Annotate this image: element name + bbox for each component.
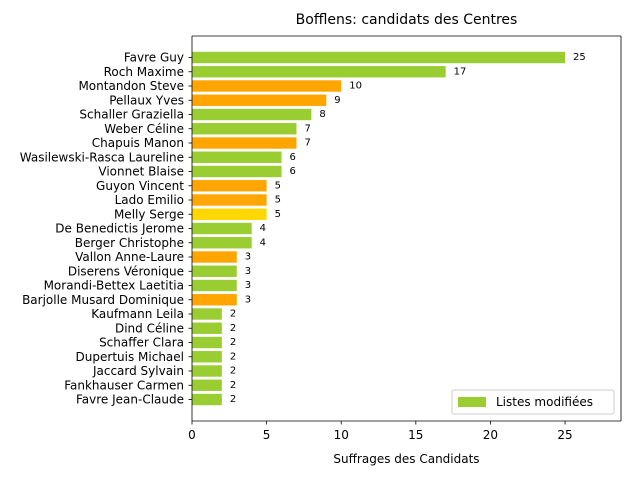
category-label: Wasilewski-Rasca Laureline xyxy=(20,150,184,164)
value-label: 6 xyxy=(290,152,296,163)
bar xyxy=(192,208,267,220)
legend-label: Listes modifiées xyxy=(496,395,593,409)
legend-box xyxy=(451,389,615,415)
bar xyxy=(192,379,222,391)
category-label: Schaller Graziella xyxy=(79,108,184,122)
bar xyxy=(192,66,446,78)
x-tick-label: 15 xyxy=(408,428,423,442)
value-label: 7 xyxy=(304,138,310,149)
category-label: De Benedictis Jerome xyxy=(55,222,184,236)
value-label: 2 xyxy=(230,380,236,391)
value-label: 3 xyxy=(245,280,251,291)
category-label: Vionnet Blaise xyxy=(98,165,184,179)
category-label: Dupertuis Michael xyxy=(76,350,184,364)
bar xyxy=(192,108,312,121)
category-label: Barjolle Musard Dominique xyxy=(22,293,184,307)
bar xyxy=(192,336,222,349)
category-label: Fankhauser Carmen xyxy=(64,378,184,392)
x-axis-label: Suffrages des Candidats xyxy=(333,452,479,466)
bar xyxy=(192,51,566,64)
bar xyxy=(192,94,327,106)
value-label: 6 xyxy=(290,166,296,177)
bar xyxy=(192,180,267,192)
category-label: Weber Céline xyxy=(104,122,184,136)
legend-swatch xyxy=(458,397,486,407)
value-label: 3 xyxy=(245,252,251,263)
category-label: Dind Céline xyxy=(115,321,184,335)
bar xyxy=(192,294,237,306)
value-label: 25 xyxy=(573,52,586,63)
value-label: 5 xyxy=(275,195,281,206)
value-label: 2 xyxy=(230,309,236,320)
category-label: Morandi-Bettex Laetitia xyxy=(44,279,184,293)
chart-title: Bofflens: candidats des Centres xyxy=(296,12,518,28)
value-label: 8 xyxy=(319,109,325,120)
value-label: 2 xyxy=(230,337,236,348)
value-label: 17 xyxy=(454,66,467,77)
value-label: 5 xyxy=(275,180,281,191)
value-label: 2 xyxy=(230,394,236,405)
value-label: 3 xyxy=(245,266,251,277)
x-ticks: 0 5 10 15 20 25 xyxy=(188,421,573,442)
bars-layer xyxy=(192,51,566,406)
bar xyxy=(192,279,237,292)
value-label: 2 xyxy=(230,351,236,362)
category-label: Jaccard Sylvain xyxy=(92,364,184,378)
category-label: Montandon Steve xyxy=(78,79,184,93)
bar xyxy=(192,80,342,92)
x-tick-label: 25 xyxy=(557,428,572,442)
value-label: 2 xyxy=(230,366,236,377)
bar xyxy=(192,123,297,135)
value-label: 10 xyxy=(349,81,362,92)
x-tick-label: 0 xyxy=(188,428,196,442)
category-label: Schaffer Clara xyxy=(99,336,184,350)
legend: Listes modifiées xyxy=(451,389,615,415)
category-label: Favre Guy xyxy=(124,51,184,65)
category-label: Vallon Anne-Laure xyxy=(75,250,184,264)
bar xyxy=(192,351,222,363)
category-label: Melly Serge xyxy=(114,207,184,221)
x-tick-label: 5 xyxy=(263,428,271,442)
bar xyxy=(192,251,237,263)
category-label: Diserens Véronique xyxy=(68,264,184,278)
category-label: Favre Jean-Claude xyxy=(76,393,184,407)
value-label: 4 xyxy=(260,223,266,234)
x-tick-label: 20 xyxy=(483,428,498,442)
bar xyxy=(192,137,297,149)
bar xyxy=(192,308,222,320)
bar xyxy=(192,265,237,277)
value-label: 2 xyxy=(230,323,236,334)
category-label: Chapuis Manon xyxy=(92,136,184,150)
category-label: Kaufmann Leila xyxy=(91,307,184,321)
category-label: Roch Maxime xyxy=(104,65,184,79)
bar xyxy=(192,322,222,334)
value-label: 9 xyxy=(334,95,340,106)
bar xyxy=(192,393,222,406)
bar xyxy=(192,237,252,249)
bar xyxy=(192,194,267,206)
category-label: Berger Christophe xyxy=(75,236,184,250)
value-label: 5 xyxy=(275,209,281,220)
category-label: Pellaux Yves xyxy=(109,93,184,107)
x-tick-label: 10 xyxy=(334,428,349,442)
bar xyxy=(192,165,282,178)
bar xyxy=(192,222,252,235)
value-label: 7 xyxy=(304,123,310,134)
value-label: 3 xyxy=(245,294,251,305)
value-label: 4 xyxy=(260,237,266,248)
category-label: Guyon Vincent xyxy=(96,179,184,193)
category-label: Lado Emilio xyxy=(115,193,184,207)
axes xyxy=(191,35,622,422)
bar xyxy=(192,365,222,377)
bar xyxy=(192,151,282,163)
